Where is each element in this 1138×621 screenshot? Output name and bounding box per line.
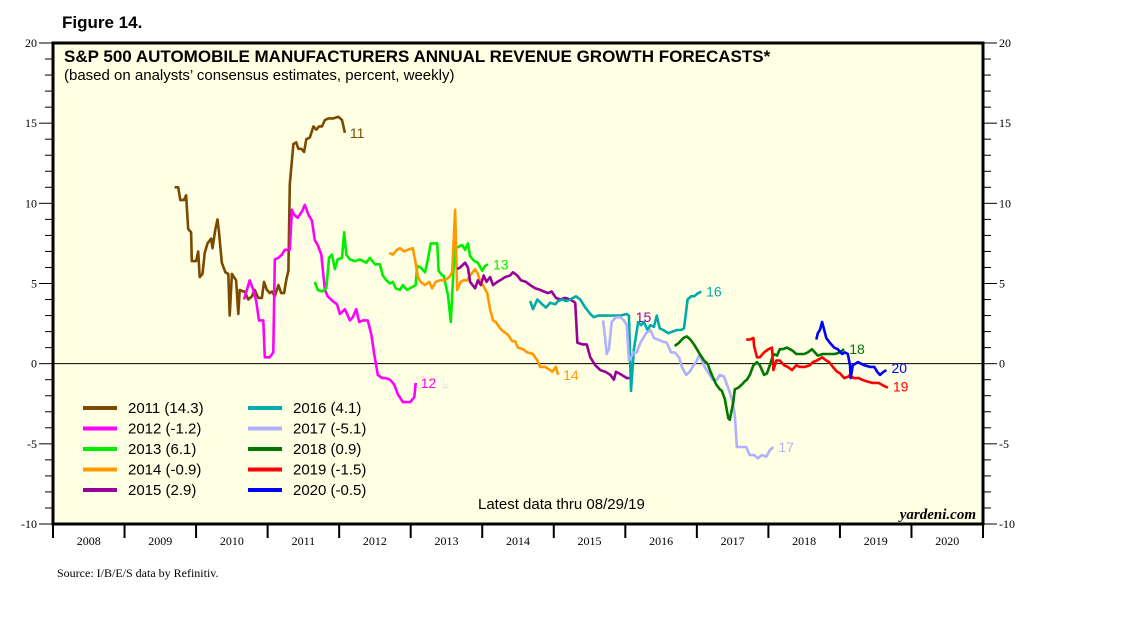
series-end-label: 15 <box>636 309 652 325</box>
y-axis-left: -10 -5 0 5 10 15 20 <box>21 36 53 531</box>
legend-label: 2013 (6.1) <box>128 441 196 458</box>
y-tick-label-left: 5 <box>31 277 37 291</box>
series-end-label: 16 <box>706 284 722 300</box>
series-line-18 <box>673 335 845 422</box>
x-tick-label: 2013 <box>434 534 458 548</box>
series-end-label: 13 <box>493 256 509 272</box>
legend-label: 2018 (0.9) <box>293 441 361 458</box>
series-end-label: 19 <box>893 379 909 395</box>
x-tick-label: 2011 <box>292 534 316 548</box>
legend-label: 2019 (-1.5) <box>293 462 366 479</box>
y-tick-label-right: 0 <box>999 357 1005 371</box>
series-line-19 <box>746 336 889 389</box>
source-note: Source: I/B/E/S data by Refinitiv. <box>57 566 219 580</box>
series-line-15 <box>456 261 632 382</box>
y-tick-label-right: -10 <box>999 517 1015 531</box>
x-axis: 2008 2009 2010 2011 2012 2013 2014 2015 2016 2017… <box>52 524 985 548</box>
series-line-20 <box>815 320 888 380</box>
y-tick-label-right: 5 <box>999 277 1005 291</box>
brand-label: yardeni.com <box>898 507 976 523</box>
y-tick-label-left: 10 <box>25 196 37 210</box>
y-tick-label-left: -5 <box>27 437 37 451</box>
legend-label: 2014 (-0.9) <box>128 462 201 479</box>
x-tick-label: 2016 <box>649 534 673 548</box>
legend-label: 2017 (-5.1) <box>293 421 366 438</box>
series-end-label: 11 <box>350 125 365 141</box>
x-tick-label: 2019 <box>864 534 888 548</box>
legend-label: 2015 (2.9) <box>128 482 196 499</box>
latest-data-annotation: Latest data thru 08/29/19 <box>478 496 645 513</box>
y-tick-label-right: -5 <box>999 437 1009 451</box>
series-end-label: 17 <box>778 439 794 455</box>
chart-subtitle: (based on analysts’ consensus estimates,… <box>64 67 454 84</box>
x-tick-label: 2012 <box>363 534 387 548</box>
y-tick-label-right: 10 <box>999 196 1011 210</box>
legend-label: 2012 (-1.2) <box>128 421 201 438</box>
x-tick-label: 2010 <box>220 534 244 548</box>
figure-label: Figure 14. <box>62 13 143 32</box>
y-tick-label-left: 15 <box>25 116 37 130</box>
x-tick-label: 2018 <box>792 534 816 548</box>
series-line-13 <box>313 230 489 324</box>
x-tick-label: 2015 <box>578 534 602 548</box>
x-tick-label: 2014 <box>506 534 530 548</box>
y-tick-label-right: 15 <box>999 116 1011 130</box>
series-end-label: 20 <box>891 360 907 376</box>
series-line-14 <box>388 208 560 376</box>
plot-frame <box>51 41 985 526</box>
x-tick-label: 2017 <box>721 534 745 548</box>
legend-label: 2016 (4.1) <box>293 400 361 417</box>
y-axis-right: -10 -5 0 5 10 15 20 <box>983 36 1015 531</box>
series-line-12 <box>242 203 417 404</box>
series-end-label: 18 <box>849 341 865 357</box>
series-end-label: 12 <box>421 375 437 391</box>
y-tick-label-left: 0 <box>31 357 37 371</box>
legend: 2011 (14.3) 2012 (-1.2) 2013 (6.1) 2014 (-0… <box>83 400 366 499</box>
y-tick-label-left: 20 <box>25 36 37 50</box>
series-line-16 <box>528 290 702 393</box>
x-tick-label: 2008 <box>77 534 101 548</box>
legend-label: 2020 (-0.5) <box>293 482 366 499</box>
y-tick-label-right: 20 <box>999 36 1011 50</box>
plot-background <box>53 43 983 524</box>
legend-label: 2011 (14.3) <box>128 400 204 417</box>
x-tick-label: 2020 <box>935 534 959 548</box>
series-line-17 <box>601 315 775 460</box>
series-end-label: 14 <box>563 367 579 383</box>
series-group: 11 12 13 14 15 16 17 18 19 20 <box>174 115 909 460</box>
y-tick-label-left: -10 <box>21 517 37 531</box>
x-tick-label: 2009 <box>148 534 172 548</box>
chart-title: S&P 500 AUTOMOBILE MANUFACTURERS ANNUAL … <box>64 47 771 66</box>
